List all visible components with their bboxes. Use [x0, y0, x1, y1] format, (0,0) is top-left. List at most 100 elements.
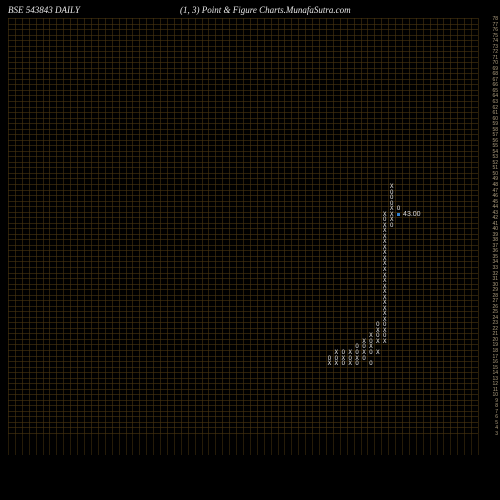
- grid-line-vertical: [367, 18, 368, 433]
- grid-line-vertical: [174, 18, 175, 433]
- x-axis-tick: [202, 433, 203, 455]
- x-axis-tick: [22, 433, 23, 455]
- x-axis-tick: [126, 433, 127, 455]
- x-axis-tick: [8, 433, 9, 455]
- x-axis-tick: [347, 433, 348, 455]
- grid-line-vertical: [236, 18, 237, 433]
- x-axis-tick: [423, 433, 424, 455]
- x-axis-ticks: [8, 433, 478, 455]
- x-axis-tick: [457, 433, 458, 455]
- x-axis-tick: [326, 433, 327, 455]
- grid-line-vertical: [443, 18, 444, 433]
- grid-line-vertical: [8, 18, 9, 433]
- grid-line-vertical: [409, 18, 410, 433]
- x-axis-tick: [49, 433, 50, 455]
- x-axis-tick: [167, 433, 168, 455]
- x-axis-tick: [112, 433, 113, 455]
- x-axis-tick: [319, 433, 320, 455]
- x-axis-tick: [450, 433, 451, 455]
- grid-line-vertical: [132, 18, 133, 433]
- x-axis-tick: [291, 433, 292, 455]
- grid-line-vertical: [22, 18, 23, 433]
- x-axis-tick: [174, 433, 175, 455]
- x-axis-tick: [374, 433, 375, 455]
- grid-line-vertical: [188, 18, 189, 433]
- grid-line-vertical: [139, 18, 140, 433]
- grid-line-vertical: [243, 18, 244, 433]
- x-axis-tick: [395, 433, 396, 455]
- x-axis-tick: [298, 433, 299, 455]
- grid-line-vertical: [423, 18, 424, 433]
- pnf-o-marker: O: [395, 206, 402, 212]
- pnf-o-marker: O: [354, 361, 361, 367]
- grid-line-vertical: [77, 18, 78, 433]
- x-axis-tick: [195, 433, 196, 455]
- x-axis-tick: [243, 433, 244, 455]
- grid-line-vertical: [63, 18, 64, 433]
- grid-line-vertical: [195, 18, 196, 433]
- x-axis-tick: [367, 433, 368, 455]
- grid-line-vertical: [119, 18, 120, 433]
- grid-line-vertical: [36, 18, 37, 433]
- grid-line-vertical: [208, 18, 209, 433]
- x-axis-tick: [443, 433, 444, 455]
- grid-line-vertical: [291, 18, 292, 433]
- x-axis-tick: [36, 433, 37, 455]
- x-axis-tick: [236, 433, 237, 455]
- grid-line-vertical: [271, 18, 272, 433]
- chart-grid-area: OXXOXOXOXOXOOXOXOXOXOXOOOXOXXXOXXXXXXXXX…: [8, 18, 478, 433]
- x-axis-tick: [340, 433, 341, 455]
- x-axis-tick: [56, 433, 57, 455]
- grid-line-vertical: [91, 18, 92, 433]
- chart-title-type: (1, 3) Point & Figure Charts.MunafaSutra…: [180, 5, 351, 15]
- x-axis-tick: [416, 433, 417, 455]
- grid-line-vertical: [278, 18, 279, 433]
- x-axis-tick: [354, 433, 355, 455]
- grid-line-vertical: [298, 18, 299, 433]
- x-axis-tick: [478, 433, 479, 455]
- grid-line-vertical: [146, 18, 147, 433]
- grid-line-vertical: [457, 18, 458, 433]
- pnf-o-marker: O: [367, 361, 374, 367]
- grid-line-vertical: [264, 18, 265, 433]
- x-axis-tick: [160, 433, 161, 455]
- x-axis-tick: [333, 433, 334, 455]
- x-axis-tick: [29, 433, 30, 455]
- grid-line-vertical: [202, 18, 203, 433]
- grid-line-vertical: [112, 18, 113, 433]
- pnf-o-marker: O: [388, 223, 395, 229]
- x-axis-tick: [208, 433, 209, 455]
- grid-line-vertical: [49, 18, 50, 433]
- grid-line-vertical: [450, 18, 451, 433]
- grid-line-vertical: [250, 18, 251, 433]
- x-axis-tick: [153, 433, 154, 455]
- x-axis-tick: [388, 433, 389, 455]
- pnf-x-marker: X: [374, 350, 381, 356]
- grid-line-vertical: [340, 18, 341, 433]
- grid-line-vertical: [105, 18, 106, 433]
- grid-line-vertical: [98, 18, 99, 433]
- x-axis-tick: [271, 433, 272, 455]
- x-axis-tick: [305, 433, 306, 455]
- grid-line-vertical: [430, 18, 431, 433]
- x-axis-tick: [84, 433, 85, 455]
- x-axis-tick: [471, 433, 472, 455]
- x-axis-tick: [257, 433, 258, 455]
- x-axis-tick: [77, 433, 78, 455]
- x-axis-tick: [361, 433, 362, 455]
- chart-header: BSE 543843 DAILY (1, 3) Point & Figure C…: [0, 3, 500, 17]
- x-axis-tick: [105, 433, 106, 455]
- x-axis-tick: [437, 433, 438, 455]
- grid-line-vertical: [70, 18, 71, 433]
- grid-line-vertical: [464, 18, 465, 433]
- x-axis-tick: [229, 433, 230, 455]
- grid-line-vertical: [229, 18, 230, 433]
- grid-line-vertical: [126, 18, 127, 433]
- x-axis-tick: [188, 433, 189, 455]
- grid-line-vertical: [29, 18, 30, 433]
- x-axis-tick: [146, 433, 147, 455]
- grid-line-vertical: [284, 18, 285, 433]
- grid-line-vertical: [84, 18, 85, 433]
- grid-line-vertical: [333, 18, 334, 433]
- x-axis-tick: [70, 433, 71, 455]
